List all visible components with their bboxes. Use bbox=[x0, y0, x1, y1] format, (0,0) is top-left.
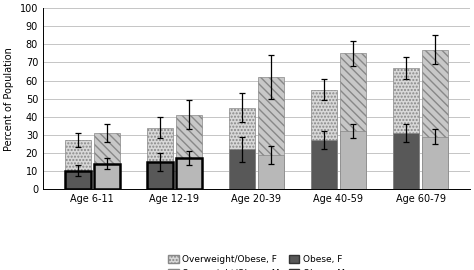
Bar bbox=[340, 131, 366, 189]
Bar bbox=[147, 162, 173, 189]
Bar bbox=[93, 133, 120, 189]
Bar bbox=[176, 115, 202, 189]
Bar bbox=[229, 149, 255, 189]
Bar bbox=[311, 140, 337, 189]
Bar bbox=[258, 155, 284, 189]
Bar bbox=[176, 158, 202, 189]
Y-axis label: Percent of Population: Percent of Population bbox=[4, 47, 14, 150]
Bar bbox=[422, 137, 448, 189]
Bar bbox=[393, 68, 419, 189]
Bar bbox=[64, 140, 91, 189]
Bar bbox=[340, 53, 366, 189]
Bar bbox=[64, 171, 91, 189]
Bar bbox=[147, 127, 173, 189]
Bar bbox=[93, 164, 120, 189]
Bar bbox=[229, 108, 255, 189]
Bar bbox=[258, 77, 284, 189]
Bar bbox=[393, 133, 419, 189]
Legend: Overweight/Obese, F, Overweight/Obese, M, Obese, F, Obese, M: Overweight/Obese, F, Overweight/Obese, M… bbox=[164, 251, 349, 270]
Bar bbox=[311, 90, 337, 189]
Bar bbox=[422, 50, 448, 189]
